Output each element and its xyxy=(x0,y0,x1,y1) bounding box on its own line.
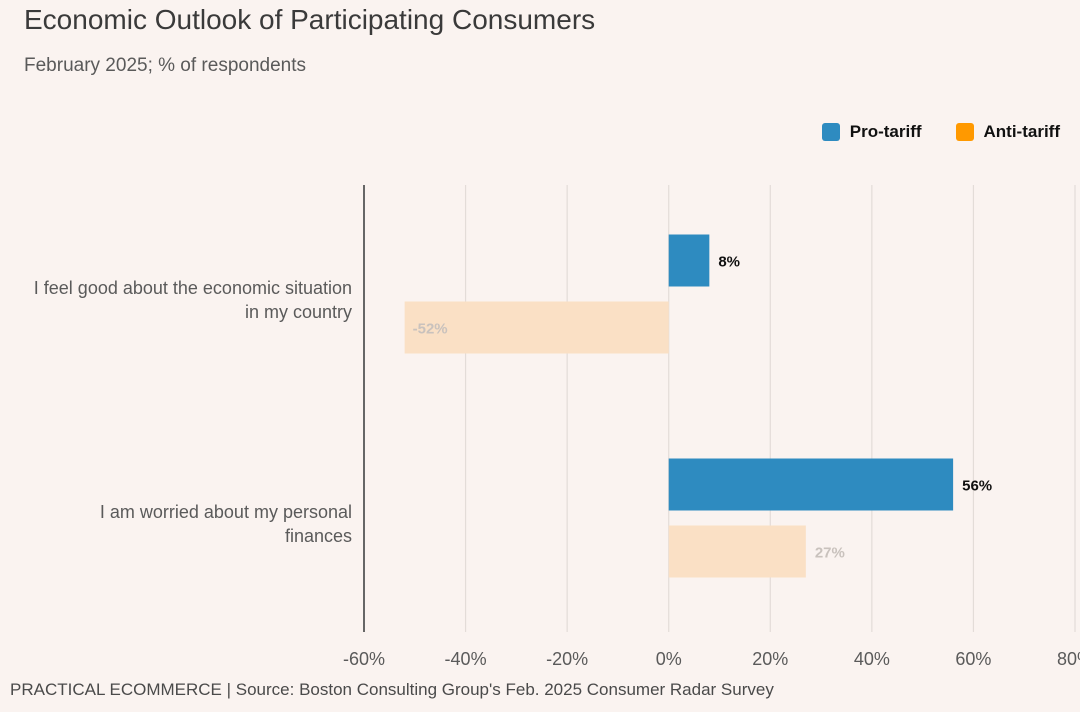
legend: Pro-tariff Anti-tariff xyxy=(821,122,1060,142)
x-tick-label: 80% xyxy=(1057,649,1080,669)
bar-anti-tariff-0 xyxy=(404,301,669,354)
legend-label-anti-tariff: Anti-tariff xyxy=(983,122,1060,141)
data-label: 8% xyxy=(718,254,740,271)
legend-swatch-anti-tariff xyxy=(955,123,974,141)
x-tick-label: 60% xyxy=(955,649,991,669)
x-tick-label: -40% xyxy=(445,649,487,669)
category-label: I feel good about the economic situation xyxy=(34,278,352,298)
category-label: I am worried about my personal xyxy=(100,502,352,522)
x-tick-label: 40% xyxy=(854,649,890,669)
legend-swatch-pro-tariff xyxy=(821,123,840,141)
chart-title: Economic Outlook of Participating Consum… xyxy=(24,4,596,35)
x-tick-label: -60% xyxy=(343,649,385,669)
bar-pro-tariff-0 xyxy=(668,234,710,287)
data-label: -52% xyxy=(413,321,448,338)
legend-item-anti-tariff: Anti-tariff xyxy=(955,122,1060,142)
source-footer: PRACTICAL ECOMMERCE | Source: Boston Con… xyxy=(10,680,774,699)
x-tick-label: 20% xyxy=(752,649,788,669)
x-tick-label: 0% xyxy=(656,649,682,669)
data-label: 56% xyxy=(962,478,992,495)
legend-item-pro-tariff: Pro-tariff xyxy=(821,122,922,142)
bar-anti-tariff-1 xyxy=(668,525,806,578)
data-label: 27% xyxy=(815,545,845,562)
category-label: in my country xyxy=(245,302,352,322)
legend-label-pro-tariff: Pro-tariff xyxy=(849,122,922,141)
bar-pro-tariff-1 xyxy=(668,458,954,511)
x-tick-label: -20% xyxy=(546,649,588,669)
category-label: finances xyxy=(285,526,352,546)
chart-subtitle: February 2025; % of respondents xyxy=(24,55,307,76)
